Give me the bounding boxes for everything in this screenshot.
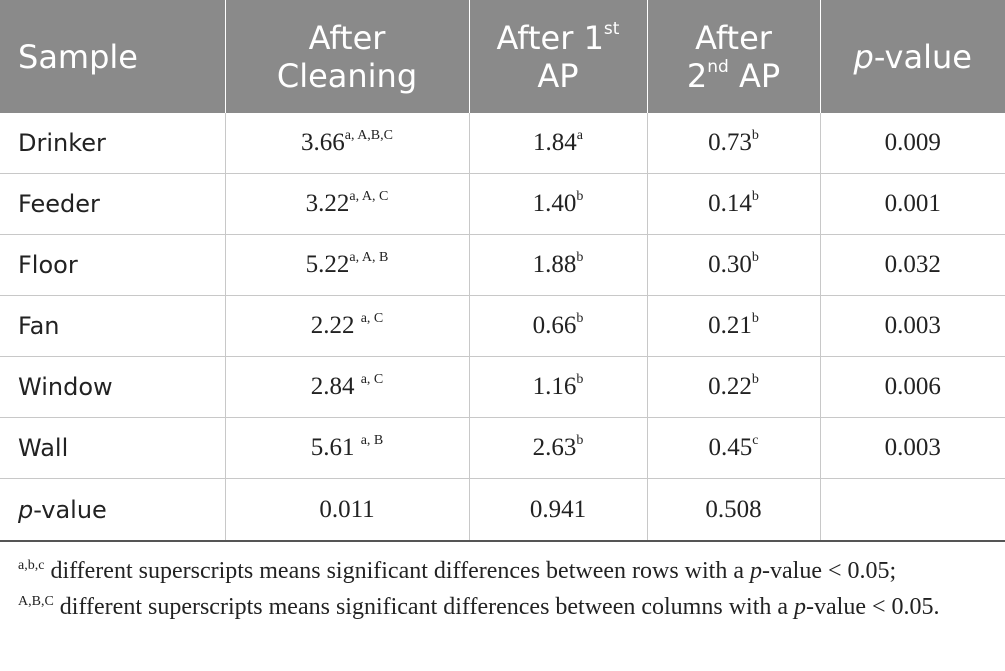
sample-cell: Fan	[0, 295, 226, 357]
sample-cell: Window	[0, 356, 226, 418]
table-row: Drinker 3.66a, A,B,C 1.84a 0.73b 0.009	[0, 113, 1005, 174]
p-value-empty-cell	[820, 478, 1005, 542]
after-2nd-ap-cell: 0.14b	[647, 173, 821, 235]
after-2nd-ap-cell: 0.22b	[647, 356, 821, 418]
p-value-row-label: p-value	[0, 478, 226, 542]
after-2nd-ap-cell: 0.45c	[647, 417, 821, 479]
table-row: Fan 2.22 a, C 0.66b 0.21b 0.003	[0, 295, 1005, 357]
p-value-after-2nd-ap: 0.508	[647, 478, 821, 542]
p-value-cell: 0.006	[820, 356, 1005, 418]
after-cleaning-cell: 3.66a, A,B,C	[225, 113, 470, 174]
header-after-2nd-ap: After 2nd AP	[647, 0, 821, 113]
after-1st-ap-cell: 1.16b	[469, 356, 648, 418]
after-cleaning-cell: 5.61 a, B	[225, 417, 470, 479]
after-cleaning-cell: 5.22a, A, B	[225, 234, 470, 296]
sample-cell: Drinker	[0, 113, 226, 174]
sample-cell: Wall	[0, 417, 226, 479]
header-sample: Sample	[0, 0, 226, 113]
p-value-cell: 0.003	[820, 295, 1005, 357]
p-value-cell: 0.003	[820, 417, 1005, 479]
after-1st-ap-cell: 0.66b	[469, 295, 648, 357]
footnote-sup-rows: a,b,c	[18, 558, 45, 573]
sample-cell: Feeder	[0, 173, 226, 235]
after-2nd-ap-cell: 0.30b	[647, 234, 821, 296]
header-row: Sample After Cleaning After 1st AP After 2n…	[0, 0, 1005, 113]
p-value-after-1st-ap: 0.941	[469, 478, 648, 542]
after-cleaning-cell: 2.84 a, C	[225, 356, 470, 418]
after-1st-ap-cell: 2.63b	[469, 417, 648, 479]
p-value-cell: 0.009	[820, 113, 1005, 174]
table-row: Floor 5.22a, A, B 1.88b 0.30b 0.032	[0, 234, 1005, 296]
sample-cell: Floor	[0, 234, 226, 296]
p-value-row: p-value 0.011 0.941 0.508	[0, 478, 1005, 542]
after-2nd-ap-cell: 0.21b	[647, 295, 821, 357]
header-after-cleaning: After Cleaning	[225, 0, 470, 113]
after-2nd-ap-cell: 0.73b	[647, 113, 821, 174]
table-footnote: a,b,c different superscripts means signi…	[18, 558, 940, 620]
header-after-1st-ap: After 1st AP	[469, 0, 648, 113]
after-cleaning-cell: 2.22 a, C	[225, 295, 470, 357]
p-value-cell: 0.001	[820, 173, 1005, 235]
after-1st-ap-cell: 1.84a	[469, 113, 648, 174]
header-p-value: p-value	[820, 0, 1005, 113]
table-row: Window 2.84 a, C 1.16b 0.22b 0.006	[0, 356, 1005, 418]
p-value-cell: 0.032	[820, 234, 1005, 296]
p-value-after-cleaning: 0.011	[225, 478, 470, 542]
table-row: Wall 5.61 a, B 2.63b 0.45c 0.003	[0, 417, 1005, 479]
after-1st-ap-cell: 1.88b	[469, 234, 648, 296]
after-cleaning-cell: 3.22a, A, C	[225, 173, 470, 235]
after-1st-ap-cell: 1.40b	[469, 173, 648, 235]
results-table: Sample After Cleaning After 1st AP After 2n…	[0, 0, 1005, 542]
footnote-sup-columns: A,B,C	[18, 594, 54, 609]
table-row: Feeder 3.22a, A, C 1.40b 0.14b 0.001	[0, 173, 1005, 235]
table-body: Drinker 3.66a, A,B,C 1.84a 0.73b 0.009 Feeder…	[0, 113, 1005, 542]
